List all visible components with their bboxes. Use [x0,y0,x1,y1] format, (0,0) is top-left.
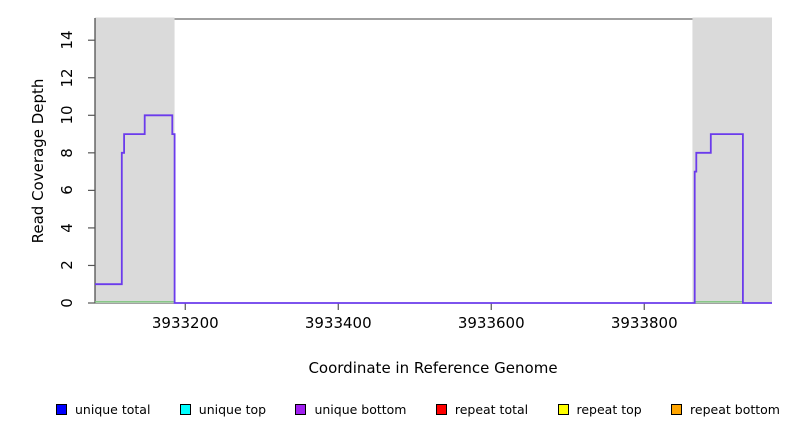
y-tick-label: 0 [58,298,76,308]
x-tick-label: 3933600 [457,314,525,332]
y-tick-label: 4 [58,223,76,233]
legend-item: repeat total [435,401,529,417]
legend-item: unique bottom [295,401,407,417]
shaded-region [95,17,175,303]
legend-item: repeat bottom [671,402,780,417]
x-tick-label: 3933200 [151,314,219,332]
y-tick-label: 12 [58,68,76,88]
shaded-region [692,17,772,303]
x-axis-title: Coordinate in Reference Genome [308,359,558,377]
legend-color-swatch [557,403,569,415]
y-axis-title: Read Coverage Depth [29,78,47,244]
legend-color-swatch [671,403,683,415]
y-tick-label: 2 [58,260,76,271]
x-tick-label: 3933800 [610,314,678,332]
legend-label: unique total [75,401,151,417]
legend-color-swatch [295,403,307,415]
legend-color-swatch [435,403,447,415]
legend-label: unique bottom [314,401,407,417]
coverage-line [95,114,772,304]
legend-item: unique top [179,401,267,417]
legend-label: repeat top [576,401,642,417]
legend-item: repeat top [557,401,642,417]
y-tick-label: 10 [58,105,76,125]
y-tick-label: 8 [58,148,76,158]
legend-label: repeat bottom [690,401,780,417]
legend-item: unique total [56,402,150,417]
legend-label: unique top [198,401,267,417]
y-tick-label: 14 [58,30,76,50]
legend-color-swatch [56,403,67,415]
legend: unique total unique top unique bottom repea… [56,397,780,421]
y-tick-label: 6 [58,185,76,196]
x-tick-label: 3933400 [304,314,372,332]
legend-color-swatch [179,403,191,415]
legend-label: repeat total [454,401,529,417]
